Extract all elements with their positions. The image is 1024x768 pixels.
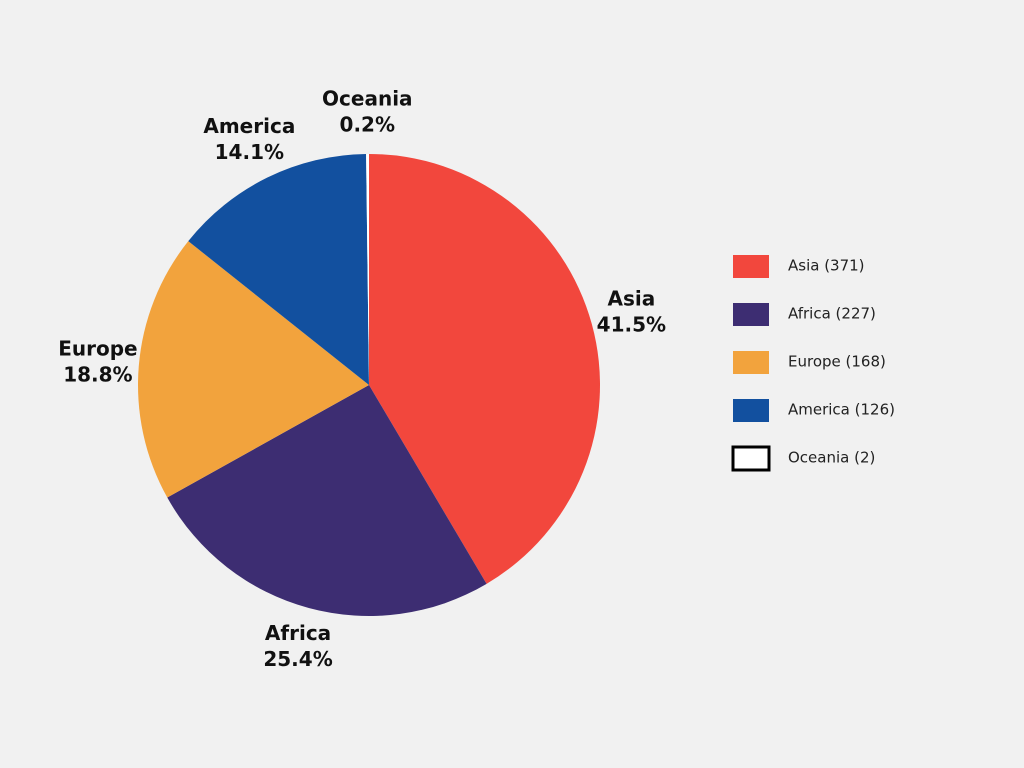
- pie-slice: [167, 385, 487, 616]
- legend-swatch: [733, 303, 769, 326]
- pie-slice: [366, 154, 369, 385]
- slice-value-label: 41.5%: [597, 313, 666, 337]
- slice-value-label: 25.4%: [263, 647, 332, 671]
- legend-label: Africa (227): [788, 305, 876, 323]
- slice-label: Asia: [607, 287, 655, 311]
- pie-slice: [138, 241, 369, 498]
- slice-value-label: 18.8%: [63, 362, 132, 386]
- legend-swatch: [733, 399, 769, 422]
- legend-swatch: [733, 351, 769, 374]
- slice-label: Oceania: [322, 87, 413, 111]
- legend-swatch: [733, 255, 769, 278]
- slice-label: Africa: [265, 621, 331, 645]
- slice-label: America: [203, 114, 295, 138]
- legend-label: Europe (168): [788, 353, 886, 371]
- legend-label: America (126): [788, 401, 895, 419]
- slice-value-label: 0.2%: [340, 113, 395, 137]
- slice-value-label: 14.1%: [215, 140, 284, 164]
- slice-label: Europe: [58, 336, 137, 360]
- legend-label: Oceania (2): [788, 449, 875, 467]
- legend-label: Asia (371): [788, 257, 865, 275]
- pie-slice: [188, 154, 369, 385]
- pie-slice: [369, 154, 600, 584]
- legend-swatch: [731, 445, 771, 472]
